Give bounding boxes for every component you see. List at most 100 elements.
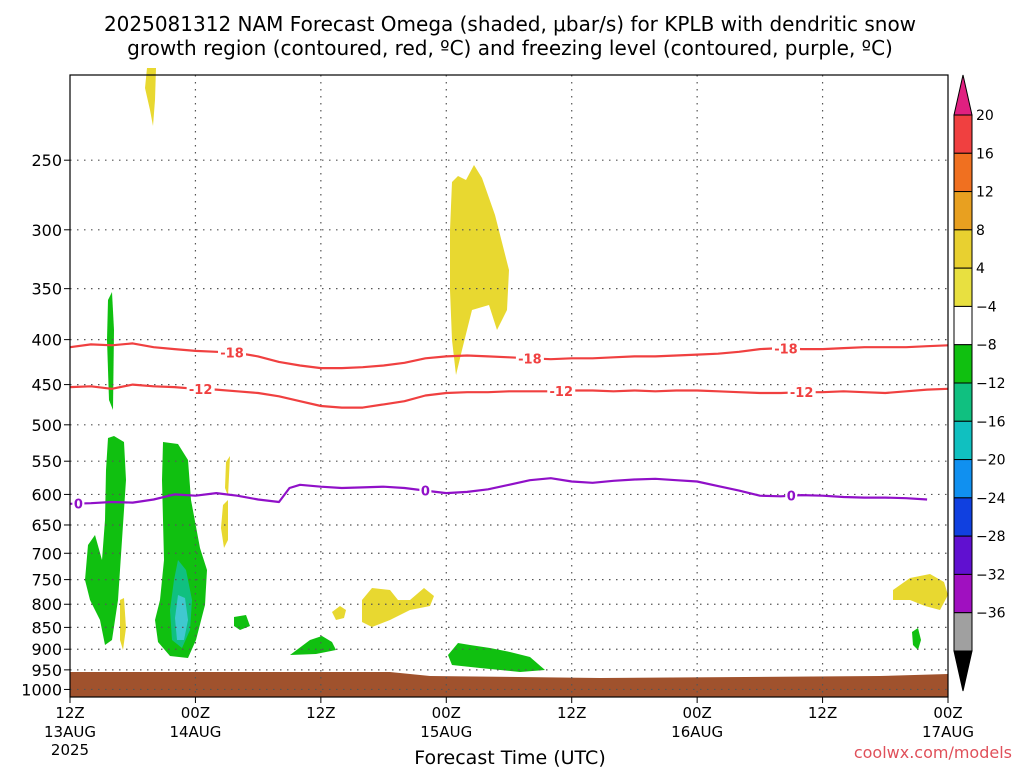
x-tick-label: 00Z <box>181 704 210 722</box>
x-tick-label: 00Z <box>682 704 711 722</box>
contour-label: -12 <box>550 385 574 400</box>
colorbar-tick-label: −24 <box>976 491 1006 507</box>
colorbar-tick-label: 8 <box>976 223 985 239</box>
colorbar-tick-label: −16 <box>976 414 1006 430</box>
colorbar-swatch <box>953 459 973 499</box>
contour-label-background <box>787 384 816 401</box>
x-tick-year-label: 2025 <box>51 741 89 759</box>
contour-label-background <box>72 495 85 512</box>
plot-frame <box>69 74 949 698</box>
omega-shade-cyan <box>175 595 188 640</box>
colorbar-tick-label: −28 <box>976 529 1006 545</box>
x-tick-label: 00Z <box>432 704 461 722</box>
contour-label-background <box>785 487 798 504</box>
y-tick-label: 350 <box>31 280 62 299</box>
omega-shade-yellow <box>362 588 434 627</box>
colorbar-tick-label: −4 <box>976 299 997 315</box>
y-tick-label: 950 <box>31 661 62 680</box>
omega-shade-yellow <box>120 598 126 650</box>
colorbar-tick-label: −12 <box>976 376 1006 392</box>
colorbar-swatch <box>953 267 973 307</box>
colorbar-swatch <box>953 612 973 652</box>
y-tick-label: 550 <box>31 452 62 471</box>
omega-shade-green <box>85 436 126 645</box>
contour-label: -18 <box>774 342 798 357</box>
colorbar-swatch <box>953 305 973 346</box>
colorbar-top-triangle <box>953 74 973 116</box>
colorbar-bottom-triangle <box>953 650 973 692</box>
contour-label-background <box>419 482 432 499</box>
contour-label-background <box>771 340 800 357</box>
omega-shade-green <box>107 292 114 410</box>
x-tick-label: 12Z <box>55 704 84 722</box>
colorbar-swatch <box>953 229 973 269</box>
x-axis-title: Forecast Time (UTC) <box>414 747 605 768</box>
omega-shade-green <box>912 628 921 650</box>
contour-line <box>69 477 928 505</box>
omega-shade-green <box>448 643 545 672</box>
colorbar-tick-label: −32 <box>976 567 1006 583</box>
x-tick-date-label: 17AUG <box>922 723 974 741</box>
contour-label-background <box>515 350 544 367</box>
colorbar-tick-label: 4 <box>976 261 985 277</box>
colorbar-swatch <box>953 344 973 384</box>
y-tick-label: 800 <box>31 595 62 614</box>
colorbar-swatch <box>953 152 973 193</box>
y-tick-label: 750 <box>31 571 62 590</box>
y-axis: 250 300 350 400 450 500 550 600 650 700 750 800 850 9… <box>21 151 70 699</box>
contour-label: -12 <box>790 386 814 401</box>
contour-label-background <box>186 381 215 398</box>
x-tick-label: 12Z <box>306 704 335 722</box>
contour-label-background <box>218 344 247 361</box>
colorbar-tick-label: 12 <box>976 185 994 201</box>
colorbar-tick-label: −8 <box>976 338 997 354</box>
y-tick-label: 850 <box>31 618 62 637</box>
colorbar-swatch <box>953 191 973 231</box>
contour-lines: -18 -18 -18 -12 -12 -12 0 0 0 <box>69 340 949 513</box>
contour-label: 0 <box>787 490 796 505</box>
y-tick-label: 300 <box>31 221 62 240</box>
x-tick-label: 12Z <box>808 704 837 722</box>
omega-shade-yellow <box>225 456 230 496</box>
colorbar-tick-label: −20 <box>976 453 1006 469</box>
omega-shade-yellow <box>221 500 228 548</box>
y-tick-label: 250 <box>31 151 62 170</box>
terrain-ground <box>70 672 948 697</box>
contour-label: -12 <box>189 383 213 398</box>
x-tick-date-label: 16AUG <box>671 723 723 741</box>
contour-label: -18 <box>518 352 542 367</box>
colorbar-tick-label: −36 <box>976 606 1006 622</box>
y-tick-label: 600 <box>31 485 62 504</box>
omega-shade-yellow <box>893 574 948 610</box>
omega-shade-yellow <box>332 606 346 620</box>
colorbar-swatch <box>953 535 973 575</box>
omega-shade-green <box>234 615 250 630</box>
omega-shade-yellow <box>145 68 156 126</box>
colorbar-swatch <box>953 497 973 537</box>
omega-shade-green <box>290 636 336 655</box>
colorbar-swatch <box>953 420 973 461</box>
colorbar-tick-label: 20 <box>976 108 994 124</box>
y-tick-label: 900 <box>31 640 62 659</box>
omega-shade-yellow <box>450 165 509 375</box>
chart-title-line-1: 2025081312 NAM Forecast Omega (shaded, μ… <box>104 12 916 36</box>
contour-line <box>69 342 949 370</box>
colorbar-swatch <box>953 573 973 614</box>
x-tick-date-label: 13AUG <box>44 723 96 741</box>
y-tick-label: 500 <box>31 416 62 435</box>
x-tick-date-label: 14AUG <box>169 723 221 741</box>
plot-area: -18 -18 -18 -12 -12 -12 0 0 0 <box>69 68 949 698</box>
y-tick-label: 1000 <box>21 680 62 699</box>
y-tick-label: 400 <box>31 331 62 350</box>
colorbar: 20 16 12 8 4 −4 −8 −12 −16 −20 −24 −28 −32 −36 <box>953 74 1006 692</box>
contour-label: 0 <box>74 498 83 513</box>
contour-label-background <box>547 382 576 399</box>
contour-label: 0 <box>421 485 430 500</box>
y-tick-label: 650 <box>31 516 62 535</box>
chart-title-line-2: growth region (contoured, red, ºC) and f… <box>127 36 893 60</box>
colorbar-swatch <box>953 114 973 154</box>
grid-lines <box>70 75 948 697</box>
colorbar-tick-label: 16 <box>976 146 994 162</box>
